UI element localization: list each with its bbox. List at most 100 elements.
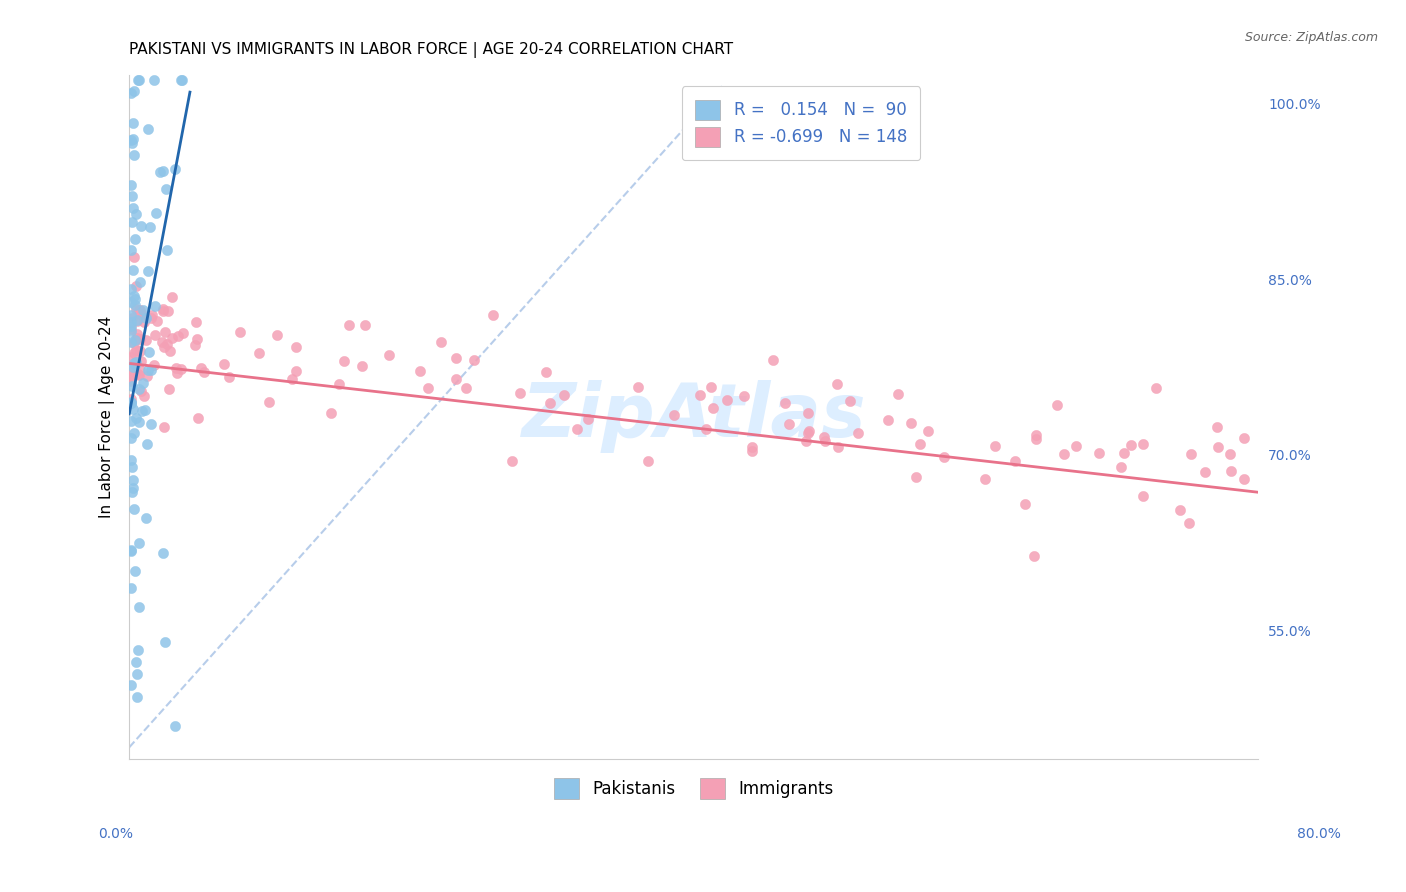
Point [121, 116, 143, 130]
Point [124, 232, 146, 246]
Point [120, 543, 142, 558]
Point [122, 132, 145, 146]
Point [120, 87, 142, 101]
Point [120, 392, 142, 406]
Point [1066, 439, 1088, 453]
Point [839, 393, 862, 408]
Point [121, 379, 143, 393]
Point [120, 308, 142, 322]
Point [917, 424, 939, 438]
Point [429, 335, 451, 350]
Point [482, 309, 505, 323]
Point [145, 328, 167, 343]
Point [128, 303, 150, 318]
Point [350, 359, 373, 373]
Point [501, 454, 523, 468]
Point [333, 353, 356, 368]
Point [797, 425, 820, 440]
Point [1146, 381, 1168, 395]
Point [932, 450, 955, 464]
Point [146, 314, 169, 328]
Point [122, 335, 145, 350]
Point [218, 369, 240, 384]
Point [122, 501, 145, 516]
Point [716, 392, 738, 407]
Point [120, 374, 142, 388]
Point [337, 318, 360, 332]
Point [124, 410, 146, 425]
Point [129, 275, 152, 289]
Point [143, 299, 166, 313]
Point [124, 333, 146, 347]
Point [152, 301, 174, 316]
Point [695, 422, 717, 436]
Point [186, 332, 208, 346]
Point [120, 453, 142, 467]
Point [139, 417, 162, 431]
Point [142, 358, 165, 372]
Point [172, 326, 194, 341]
Point [1219, 447, 1241, 461]
Point [567, 422, 589, 436]
Point [689, 388, 711, 402]
Point [664, 408, 686, 422]
Point [733, 389, 755, 403]
Point [170, 73, 193, 87]
Point [900, 417, 922, 431]
Point [1180, 447, 1202, 461]
Point [122, 360, 145, 375]
Point [121, 136, 143, 150]
Point [135, 333, 157, 347]
Point [120, 322, 142, 336]
Point [797, 424, 820, 438]
Point [187, 410, 209, 425]
Point [159, 344, 181, 359]
Point [135, 511, 157, 525]
Point [122, 148, 145, 162]
Point [124, 356, 146, 370]
Point [120, 319, 142, 334]
Point [120, 283, 142, 297]
Point [1206, 440, 1229, 454]
Point [120, 395, 142, 409]
Point [128, 382, 150, 396]
Point [152, 303, 174, 318]
Point [128, 415, 150, 429]
Point [150, 335, 173, 350]
Point [125, 354, 148, 368]
Point [129, 363, 152, 377]
Point [266, 327, 288, 342]
Text: ZipAtlas: ZipAtlas [522, 380, 866, 453]
Point [156, 336, 179, 351]
Point [124, 346, 146, 360]
Point [1025, 432, 1047, 446]
Point [138, 345, 160, 359]
Point [128, 368, 150, 382]
Point [193, 365, 215, 379]
Point [136, 363, 159, 377]
Point [141, 308, 163, 322]
Point [156, 243, 179, 257]
Point [1206, 420, 1229, 434]
Point [1233, 472, 1256, 486]
Point [121, 215, 143, 229]
Point [1053, 446, 1076, 460]
Point [212, 358, 235, 372]
Point [887, 386, 910, 401]
Point [155, 635, 177, 649]
Point [139, 311, 162, 326]
Point [846, 426, 869, 441]
Point [127, 331, 149, 345]
Point [456, 381, 478, 395]
Point [121, 311, 143, 326]
Point [773, 396, 796, 410]
Point [121, 484, 143, 499]
Point [149, 164, 172, 178]
Point [814, 434, 837, 448]
Point [125, 656, 148, 670]
Point [163, 719, 186, 733]
Point [1194, 465, 1216, 479]
Point [463, 353, 485, 368]
Point [121, 394, 143, 409]
Point [446, 351, 468, 365]
